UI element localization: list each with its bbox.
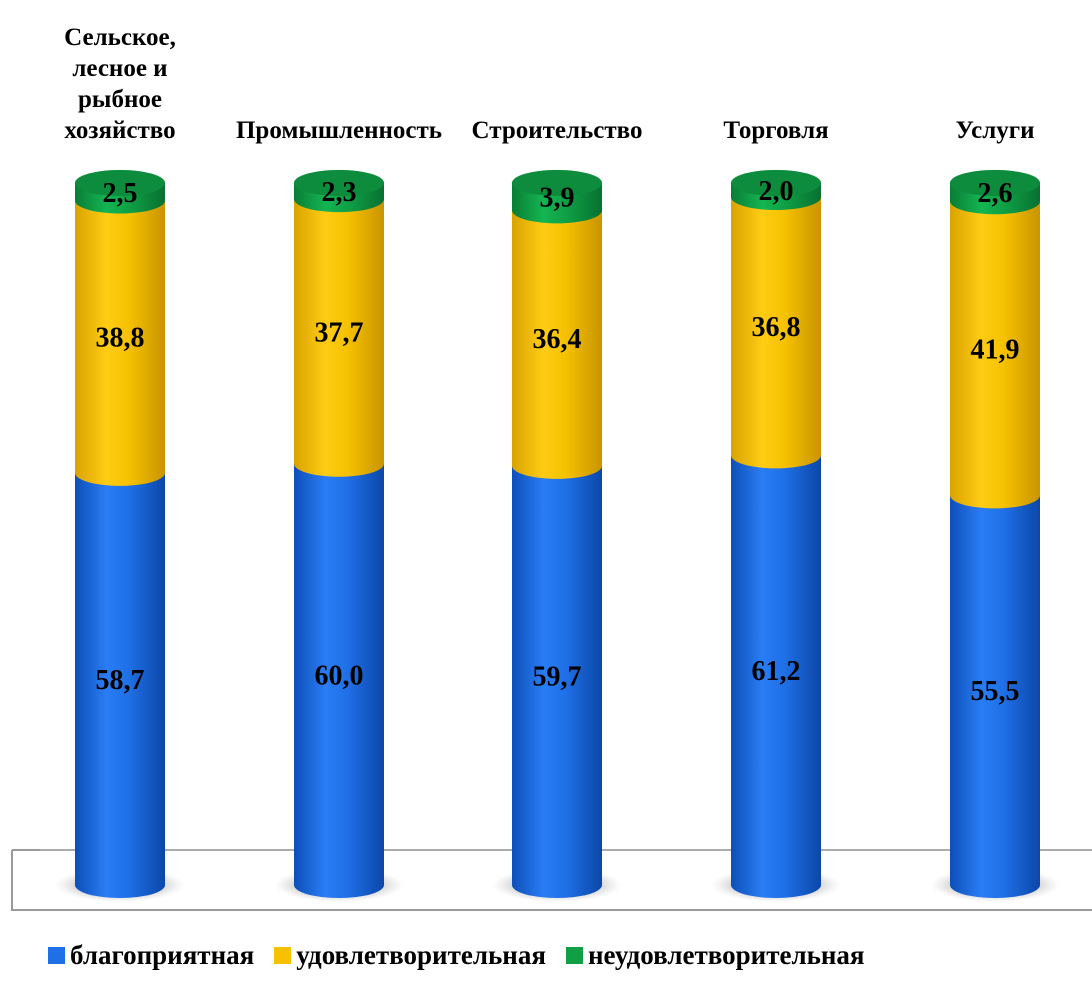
value-label-unsatisfactory: 2,5 xyxy=(103,178,138,209)
category-label: Сельское, лесное и рыбное хозяйство xyxy=(64,24,176,144)
value-label-satisfactory: 36,8 xyxy=(752,312,801,343)
value-label-favorable: 59,7 xyxy=(533,661,582,692)
legend: благоприятная удовлетворительная неудовл… xyxy=(48,935,885,975)
bar-segment-satisfactory xyxy=(512,197,602,479)
value-label-satisfactory: 36,4 xyxy=(533,324,582,355)
bar-segment-satisfactory xyxy=(950,188,1040,509)
legend-item-satisfactory: удовлетворительная xyxy=(274,940,546,971)
bar-segment-favorable xyxy=(75,459,165,898)
bar-top-cap xyxy=(75,170,165,196)
bar-group xyxy=(930,170,1060,902)
legend-item-unsatisfactory: неудовлетворительная xyxy=(565,939,865,971)
labels-layer: 58,7 38,8 2,5 Сельское, лесное и рыбное хозяйс… xyxy=(64,24,1034,707)
value-label-satisfactory: 37,7 xyxy=(315,317,364,348)
legend-label-unsatisfactory: неудовлетворительная xyxy=(587,939,865,970)
legend-label-favorable: благоприятная xyxy=(70,939,255,970)
value-label-favorable: 61,2 xyxy=(752,656,801,687)
bars-layer xyxy=(55,170,1060,902)
bar-top-cap xyxy=(950,170,1040,196)
legend-swatch-satisfactory xyxy=(274,946,292,964)
value-label-unsatisfactory: 2,0 xyxy=(759,176,794,207)
legend-item-favorable: благоприятная xyxy=(48,940,254,971)
bar-group xyxy=(55,170,185,902)
bar-segment-satisfactory xyxy=(75,187,165,486)
bar-top-cap xyxy=(512,170,602,196)
legend-swatch-unsatisfactory xyxy=(565,946,583,964)
legend-label-satisfactory: удовлетворительная xyxy=(296,939,546,970)
value-label-favorable: 60,0 xyxy=(315,660,364,691)
value-label-satisfactory: 38,8 xyxy=(96,323,145,354)
bar-segment-satisfactory xyxy=(294,186,384,477)
value-label-favorable: 58,7 xyxy=(96,665,145,696)
bar-segment-favorable xyxy=(950,482,1040,898)
category-label: Строительство xyxy=(472,117,643,144)
value-label-favorable: 55,5 xyxy=(971,676,1020,707)
bar-segment-satisfactory xyxy=(731,184,821,469)
bar-segment-favorable xyxy=(512,452,602,898)
category-label: Торговля xyxy=(723,117,828,144)
value-label-unsatisfactory: 3,9 xyxy=(540,183,575,214)
legend-swatch-favorable xyxy=(48,946,65,964)
category-label: Промышленность xyxy=(236,117,442,144)
value-label-unsatisfactory: 2,3 xyxy=(322,177,357,208)
value-label-unsatisfactory: 2,6 xyxy=(978,178,1013,209)
category-label: Услуги xyxy=(955,117,1034,144)
value-label-satisfactory: 41,9 xyxy=(971,334,1020,365)
bar-group xyxy=(274,170,404,902)
bar-segment-favorable xyxy=(731,442,821,898)
bar-group xyxy=(492,170,622,902)
bar-segment-favorable xyxy=(294,450,384,898)
bar-group xyxy=(711,170,841,902)
bar-top-cap xyxy=(731,170,821,196)
bar-top-cap xyxy=(294,170,384,196)
